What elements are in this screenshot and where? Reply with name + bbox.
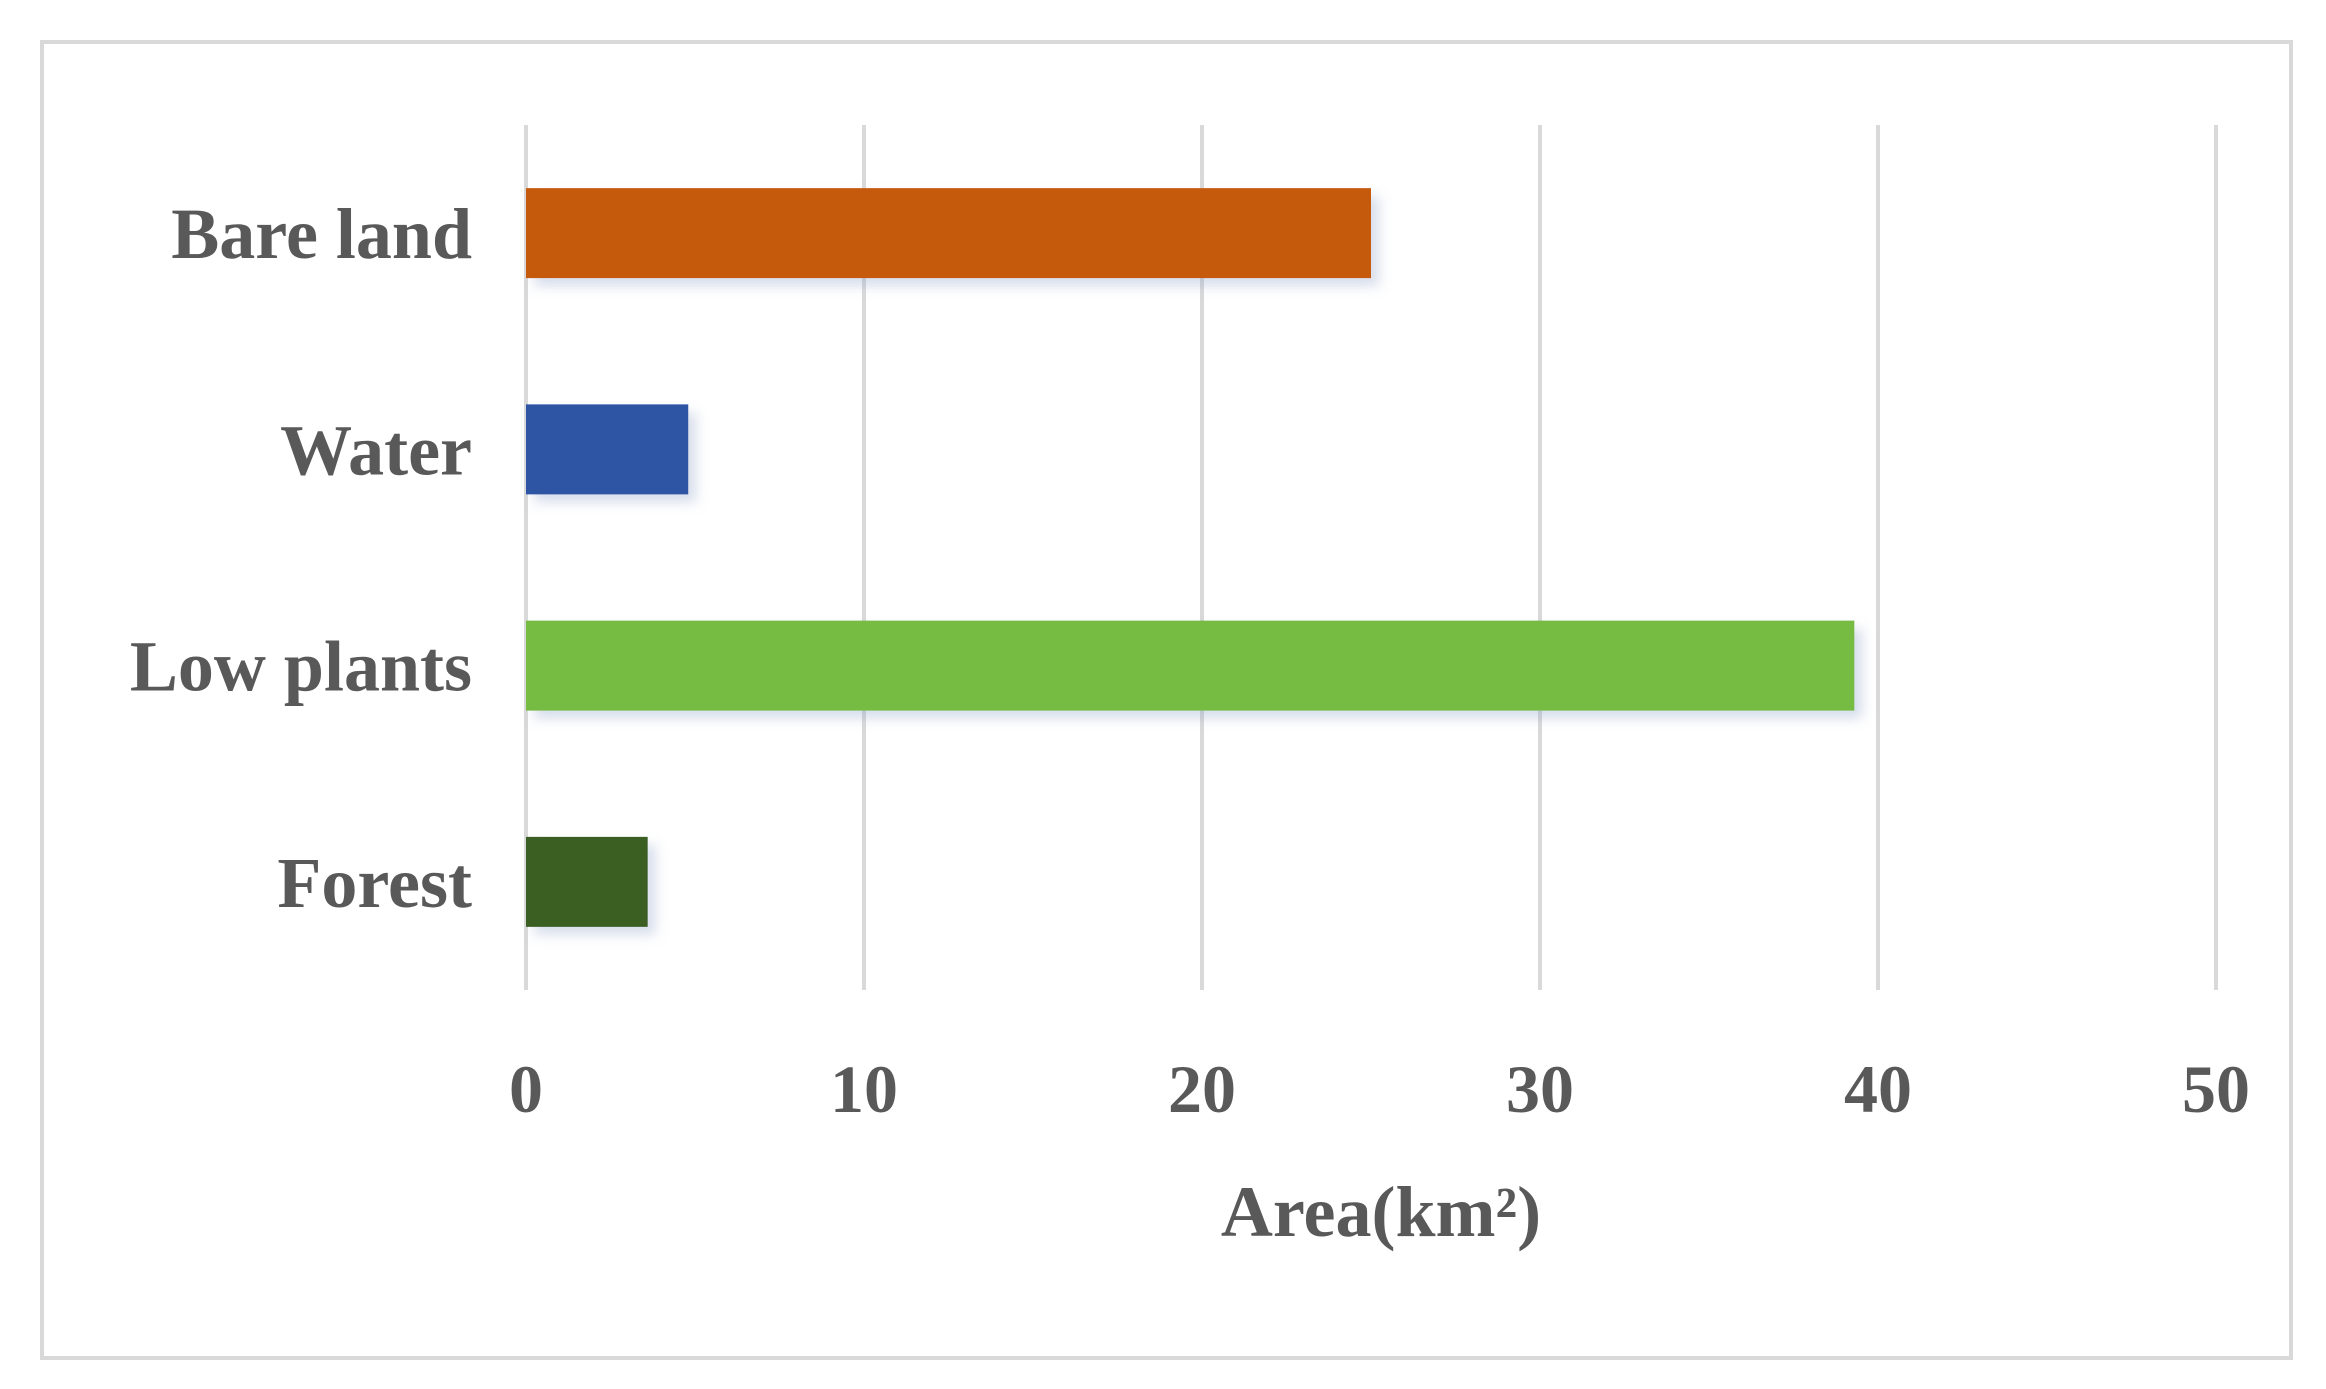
x-tick-label: 50 [2182,1051,2250,1127]
bar-forest [526,836,648,927]
x-axis-title: Area(km²) [1221,1172,1541,1252]
x-tick-label: 0 [509,1051,543,1127]
bar-bare-land [526,188,1371,279]
category-label: Water [280,410,472,490]
bar-water [526,404,689,495]
x-tick-label: 40 [1844,1051,1912,1127]
x-tick-label: 20 [1168,1051,1236,1127]
category-label: Forest [277,843,472,923]
bars [526,188,1855,927]
category-labels: Bare land Water Low plants Forest [130,194,472,923]
category-label: Low plants [130,627,472,707]
x-tick-label: 30 [1506,1051,1574,1127]
bar-low-plants [526,620,1855,711]
x-tick-label: 10 [830,1051,898,1127]
x-tick-labels: 0 10 20 30 40 50 [509,1051,2250,1127]
category-label: Bare land [171,194,472,274]
